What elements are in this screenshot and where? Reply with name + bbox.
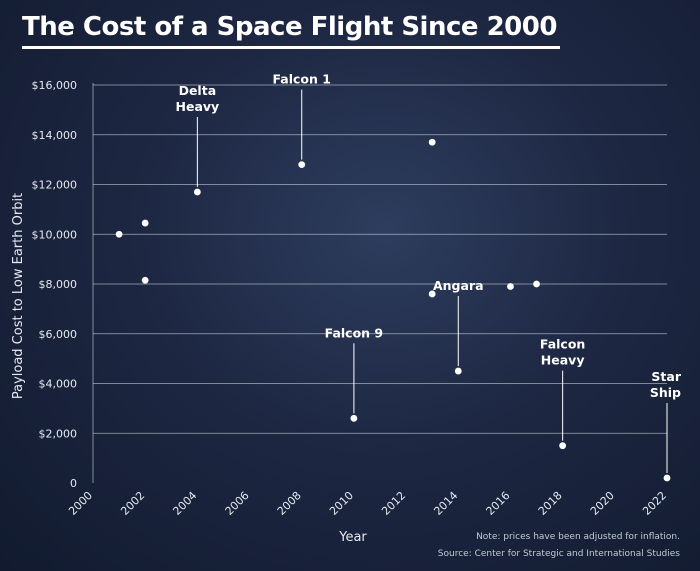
data-point: [193, 188, 201, 196]
data-point: [141, 219, 149, 227]
data-point: [559, 442, 567, 450]
annotation-label: Ship: [650, 385, 681, 400]
data-point: [663, 474, 671, 482]
annotation-label: Heavy: [541, 353, 585, 368]
x-tick-label: 2022: [640, 489, 669, 518]
annotation-label: Falcon 9: [325, 325, 383, 340]
data-point: [428, 138, 436, 146]
y-tick-label: 0: [70, 477, 77, 490]
annotation-label: Falcon 1: [272, 72, 330, 87]
x-tick-label: 2010: [327, 489, 356, 518]
y-tick-label: $14,000: [32, 129, 78, 142]
y-tick-label: $16,000: [32, 79, 78, 92]
x-tick-label: 2018: [536, 489, 565, 518]
y-tick-label: $2,000: [39, 427, 78, 440]
chart-title: The Cost of a Space Flight Since 2000: [22, 12, 557, 42]
title-underline: [22, 46, 560, 49]
data-point: [507, 283, 514, 290]
annotation-leaders: [196, 89, 668, 474]
x-tick-label: 2016: [484, 489, 513, 518]
y-tick-label: $4,000: [39, 378, 78, 391]
x-tick-label: 2000: [66, 489, 95, 518]
x-tick-label: 2008: [275, 489, 304, 518]
y-tick-label: $8,000: [39, 278, 78, 291]
x-axis-label: Year: [338, 530, 367, 545]
data-point: [298, 161, 306, 169]
annotation-label: Angara: [433, 278, 484, 293]
x-tick-label: 2012: [379, 489, 408, 518]
annotation-label: Star: [651, 369, 681, 384]
source-note: Source: Center for Strategic and Interna…: [437, 549, 680, 559]
data-point: [454, 367, 462, 375]
y-axis-ticks: 0 $2,000 $4,000 $6,000 $8,000 $10,000 $12,000 $…: [32, 79, 78, 490]
x-tick-label: 2006: [223, 489, 252, 518]
x-tick-label: 2004: [170, 489, 199, 518]
data-point: [428, 290, 436, 298]
y-tick-label: $6,000: [39, 328, 78, 341]
data-points: [115, 138, 671, 482]
x-axis-ticks: 2000 2002 2004 2006 2008 2010 2012 2014 2016 2018…: [66, 489, 669, 518]
data-point: [350, 414, 358, 422]
x-tick-label: 2014: [431, 489, 460, 518]
y-tick-label: $12,000: [32, 179, 78, 192]
annotation-label: Falcon: [540, 337, 585, 352]
annotation-label: Heavy: [176, 99, 220, 114]
x-tick-label: 2002: [118, 489, 147, 518]
inflation-note: Note: prices have been adjusted for infl…: [476, 532, 680, 542]
data-point: [533, 280, 540, 288]
x-tick-label: 2020: [588, 489, 617, 518]
gridlines: [92, 83, 667, 483]
y-axis-label: Payload Cost to Low Earth Orbit: [11, 193, 26, 399]
data-point: [115, 230, 123, 238]
y-tick-label: $10,000: [32, 228, 78, 241]
annotation-label: Delta: [179, 83, 217, 98]
data-point: [141, 276, 149, 284]
